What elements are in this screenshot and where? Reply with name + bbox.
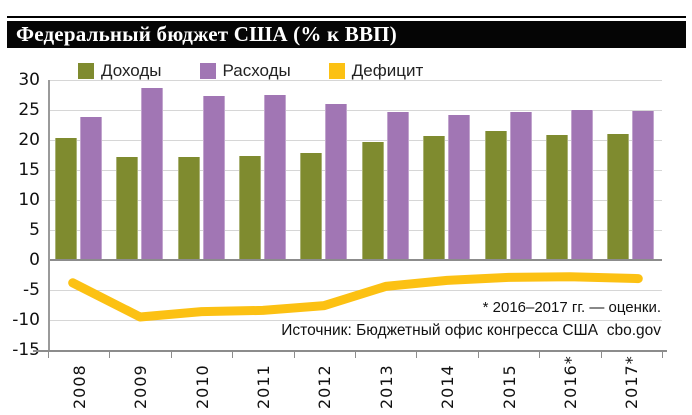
gridline-5: [48, 230, 662, 231]
x-axis-tick: [539, 352, 541, 358]
x-category-label-2011: 2011: [253, 364, 273, 409]
legend-label: Доходы: [101, 61, 162, 80]
x-category-label-2008: 2008: [69, 364, 89, 409]
bar-revenues-2008: [54, 138, 77, 259]
deficit-swatch-icon: [328, 63, 345, 79]
legend-label: Дефицит: [351, 61, 424, 80]
expenditures-swatch-icon: [199, 63, 216, 79]
gridline--5: [48, 290, 662, 291]
y-tick-label: 20: [18, 130, 40, 150]
y-tick-label: -5: [23, 280, 40, 300]
y-tick-label: 25: [18, 100, 40, 120]
y-tick-label: 0: [29, 250, 40, 270]
gridline-30: [48, 80, 662, 81]
x-axis-tick: [232, 352, 234, 358]
bar-expenditures-2009: [141, 88, 164, 259]
zero-axis-line: [48, 259, 662, 261]
x-category-label-2012: 2012: [315, 364, 335, 409]
x-axis-line: [33, 350, 667, 352]
x-axis-tick: [477, 352, 479, 358]
legend-label: Расходы: [222, 61, 291, 80]
x-axis-tick: [416, 352, 418, 358]
legend-item-deficit: Дефицит: [328, 61, 424, 81]
legend-item-expenditures: Расходы: [199, 61, 291, 81]
bar-revenues-2010: [177, 156, 200, 259]
y-tick-label: 30: [18, 70, 40, 90]
x-category-label-2015: 2015: [499, 364, 519, 409]
bar-expenditures-2011: [263, 95, 286, 259]
y-tick-label: 15: [18, 160, 40, 180]
bar-expenditures-2013: [386, 111, 409, 259]
x-axis-tick: [48, 352, 49, 358]
x-axis-tick: [600, 352, 602, 358]
legend: Доходы Расходы Дефицит: [78, 61, 423, 81]
x-axis-tick: [170, 352, 172, 358]
bar-expenditures-2015: [509, 112, 532, 259]
y-tick-label: 5: [29, 220, 40, 240]
estimate-footnote: * 2016–2017 гг. — оценки.: [482, 299, 661, 316]
top-rule: [7, 16, 686, 18]
x-category-label-2013: 2013: [376, 364, 396, 409]
gridline--10: [48, 320, 662, 321]
y-tick-label: -10: [12, 310, 40, 330]
bar-expenditures-2012: [325, 104, 348, 259]
source-footnote: Источник: Бюджетный офис конгресса США c…: [281, 322, 661, 339]
bar-revenues-2016: [545, 134, 568, 259]
bar-expenditures-2010: [202, 95, 225, 259]
bar-expenditures-2017: [632, 110, 655, 259]
gridline-25: [48, 110, 662, 111]
bar-expenditures-2016: [570, 110, 593, 259]
bar-revenues-2014: [423, 136, 446, 259]
y-tick-label: -15: [12, 340, 40, 360]
bar-expenditures-2014: [448, 115, 471, 259]
bar-expenditures-2008: [79, 117, 102, 259]
x-axis-tick: [293, 352, 295, 358]
bar-revenues-2012: [300, 153, 323, 259]
deficit-line: [68, 272, 643, 322]
title-bar: Федеральный бюджет США (% к ВВП): [7, 21, 686, 48]
x-category-label-2016: 2016*: [560, 355, 580, 409]
revenues-swatch-icon: [78, 63, 94, 79]
bar-revenues-2009: [116, 156, 139, 259]
gridline-20: [48, 140, 662, 141]
bar-revenues-2013: [361, 142, 384, 259]
bar-revenues-2011: [238, 155, 261, 259]
x-category-label-2014: 2014: [438, 364, 458, 409]
y-axis-line: [48, 80, 50, 352]
x-axis-tick: [109, 352, 111, 358]
x-axis-tick: [662, 352, 663, 358]
page-title: Федеральный бюджет США (% к ВВП): [16, 22, 397, 46]
y-tick-label: 10: [18, 190, 40, 210]
gridline-15: [48, 170, 662, 171]
x-category-label-2009: 2009: [131, 364, 151, 409]
x-category-label-2010: 2010: [192, 364, 212, 409]
gridline-10: [48, 200, 662, 201]
bar-revenues-2017: [607, 134, 630, 259]
legend-item-revenues: Доходы: [78, 61, 162, 81]
x-axis-tick: [355, 352, 356, 358]
x-category-label-2017: 2017*: [622, 355, 642, 409]
bar-revenues-2015: [484, 131, 507, 259]
